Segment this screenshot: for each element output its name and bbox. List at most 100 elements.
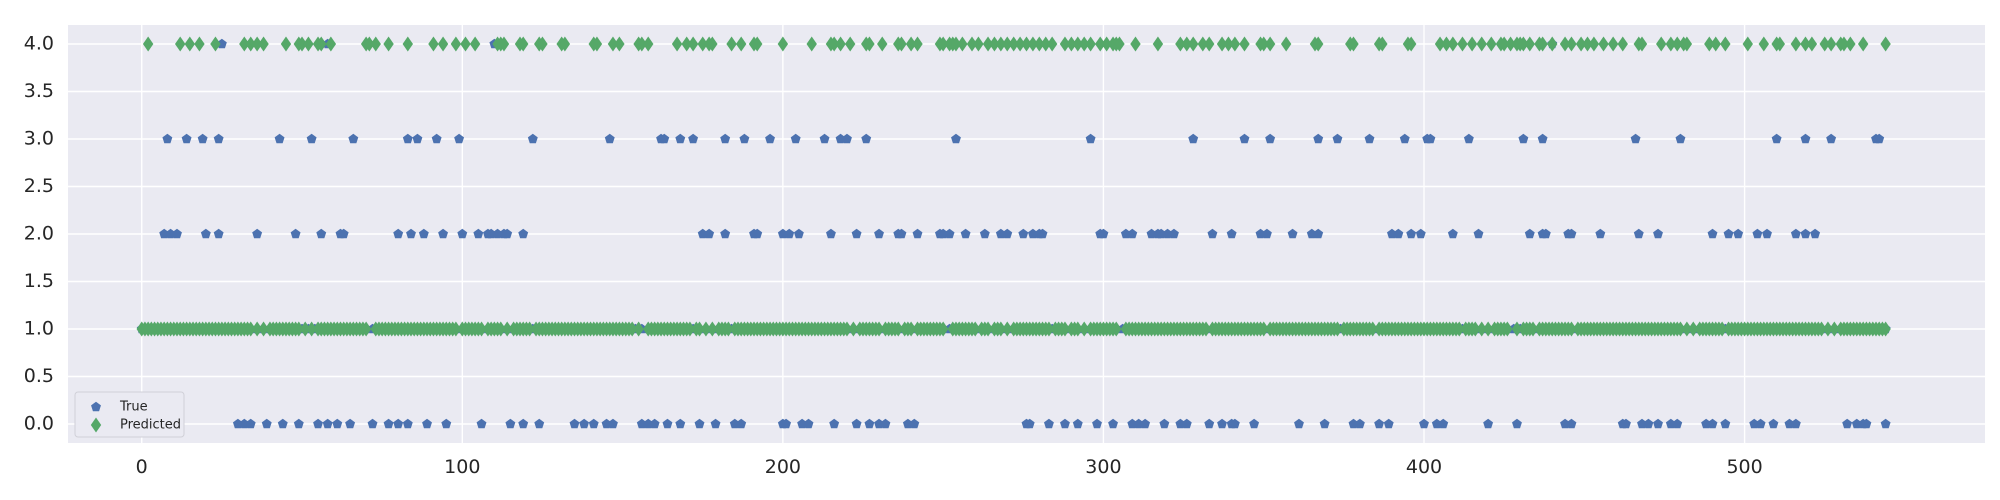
data-point-predicted (1588, 36, 1600, 52)
data-point-true (608, 418, 618, 429)
data-point-predicted (844, 36, 856, 52)
data-point-true (765, 133, 775, 144)
data-point-predicted (841, 321, 853, 337)
data-point-true (338, 228, 349, 239)
data-point-true (1701, 418, 1712, 429)
data-point-predicted (1607, 36, 1619, 52)
data-point-predicted (251, 321, 263, 337)
data-point-predicted (280, 36, 292, 52)
data-point-predicted (1059, 321, 1071, 337)
data-point-predicted (364, 36, 375, 52)
data-point-predicted (402, 36, 414, 52)
data-point-predicted (1829, 321, 1840, 337)
data-point-true (492, 228, 503, 239)
data-point-predicted (681, 36, 692, 52)
data-point-true (245, 418, 256, 429)
data-point-predicted (1002, 36, 1013, 52)
data-point-predicted (498, 36, 510, 52)
data-point-predicted (1547, 36, 1558, 52)
data-point-predicted (848, 321, 859, 337)
data-point-predicted (1152, 36, 1164, 52)
data-point-true (1037, 228, 1048, 239)
data-point-predicted (966, 36, 978, 52)
data-point-true (1755, 418, 1766, 429)
data-point-predicted (1675, 321, 1686, 337)
data-point-true (383, 418, 394, 429)
data-point-true (1415, 228, 1426, 239)
data-point-predicted (1527, 321, 1539, 337)
data-point-predicted (469, 36, 481, 52)
data-point-true (473, 228, 484, 239)
data-point-predicted (1482, 321, 1494, 337)
data-point-true (1723, 228, 1734, 239)
data-point-predicted (1819, 36, 1830, 52)
data-point-true (216, 38, 227, 49)
data-point-true (1383, 418, 1394, 429)
data-point-predicted (1040, 36, 1051, 52)
data-point-predicted (524, 321, 535, 337)
data-point-true (1762, 228, 1772, 239)
data-point-true (332, 418, 343, 429)
data-point-predicted (245, 36, 256, 52)
data-point-predicted (1476, 321, 1487, 337)
data-point-true (274, 133, 285, 144)
data-point-true (720, 133, 731, 144)
data-point-predicted (973, 36, 984, 52)
data-point-predicted (1187, 36, 1199, 52)
data-point-true (1707, 418, 1718, 429)
data-point-true (1217, 418, 1227, 429)
data-point-predicted (1367, 321, 1378, 337)
data-point-true (422, 418, 432, 429)
data-point-true (1092, 418, 1102, 429)
data-point-predicted (1046, 36, 1058, 52)
data-point-predicted (633, 321, 644, 337)
data-point-predicted (1774, 36, 1786, 52)
data-point-true (1387, 228, 1397, 239)
data-point-true (406, 228, 416, 239)
data-point-true (1319, 418, 1330, 429)
data-point-true (402, 133, 413, 144)
data-point-true (1294, 418, 1304, 429)
data-point-predicted (937, 321, 949, 337)
data-point-predicted (1085, 36, 1096, 52)
data-point-predicted (1681, 36, 1693, 52)
data-point-true (486, 228, 497, 239)
data-point-true (720, 228, 731, 239)
data-point-true (1313, 133, 1324, 144)
data-point-true (290, 228, 301, 239)
data-point-true (313, 418, 323, 429)
data-point-predicted (1880, 36, 1891, 52)
data-point-true (1364, 133, 1375, 144)
data-point-predicted (1229, 36, 1241, 52)
data-point-true (441, 418, 452, 429)
data-point-predicted (1223, 36, 1234, 52)
data-point-true (1595, 228, 1606, 239)
data-point-true (1024, 418, 1035, 429)
data-point-predicted (1716, 321, 1728, 337)
data-point-predicted (982, 36, 994, 52)
data-point-true (1060, 418, 1070, 429)
data-point-true (1156, 228, 1167, 239)
data-point-predicted (1476, 36, 1487, 52)
data-point-true (1566, 418, 1577, 429)
data-point-true (979, 228, 990, 239)
data-point-true (1108, 418, 1118, 429)
data-point-true (1181, 418, 1192, 429)
data-point-predicted (460, 36, 471, 52)
data-point-predicted (636, 36, 648, 52)
legend-marker-shape (90, 417, 102, 433)
data-point-predicted (501, 321, 513, 337)
data-point-true (306, 133, 317, 144)
data-point-predicted (476, 321, 487, 337)
data-point-true (1810, 228, 1821, 239)
data-point-predicted (1377, 36, 1388, 52)
data-point-true (604, 133, 615, 144)
data-point-true (1249, 418, 1260, 429)
data-point-true (880, 418, 891, 429)
data-point-predicted (1617, 36, 1628, 52)
y-tick-label: 2.0 (24, 223, 54, 245)
data-point-predicted (1095, 36, 1106, 52)
data-point-true (736, 418, 747, 429)
data-point-predicted (450, 321, 462, 337)
